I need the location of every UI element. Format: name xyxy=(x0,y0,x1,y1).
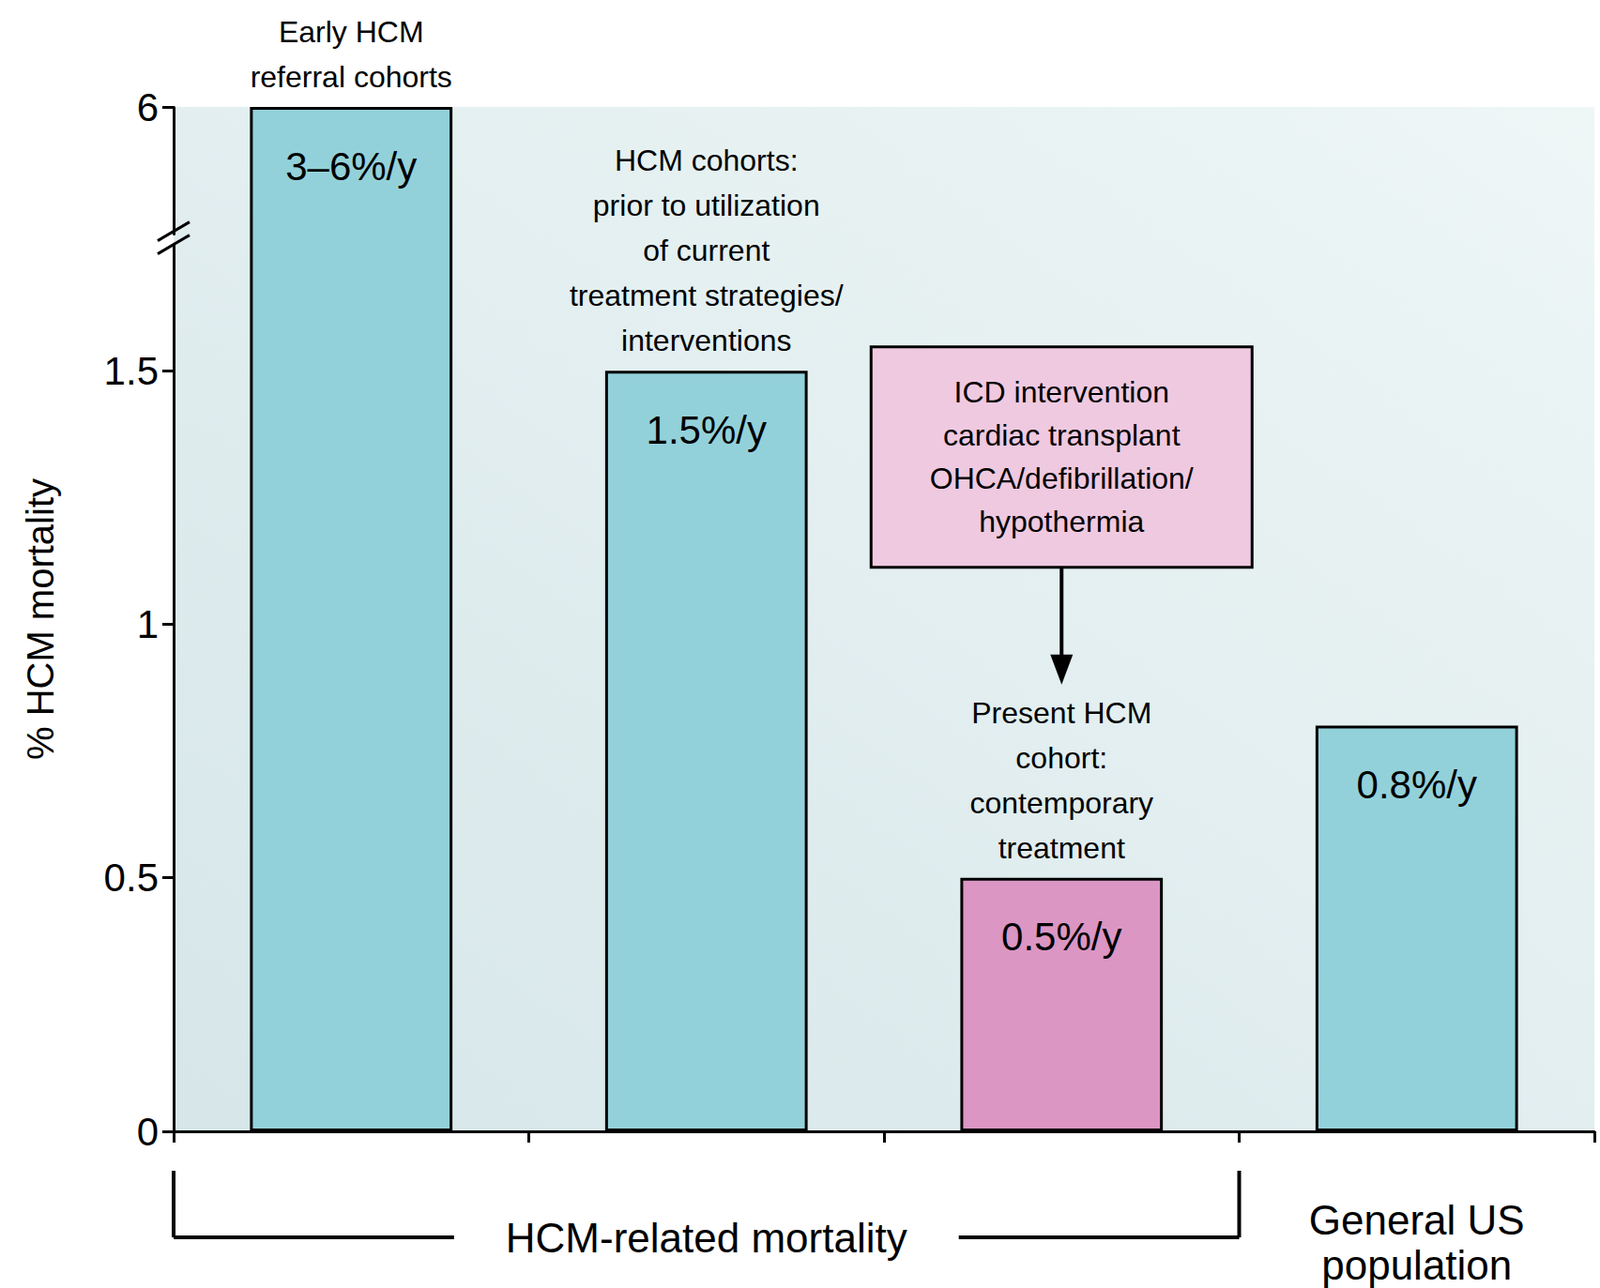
svg-text:population: population xyxy=(1321,1242,1512,1288)
svg-text:0.5%/y: 0.5%/y xyxy=(1001,914,1122,960)
svg-text:prior to utilization: prior to utilization xyxy=(593,188,821,223)
svg-text:OHCA/defibrillation/: OHCA/defibrillation/ xyxy=(929,461,1194,496)
svg-text:0.5: 0.5 xyxy=(104,855,159,900)
svg-text:% HCM mortality: % HCM mortality xyxy=(19,478,61,761)
svg-text:hypothermia: hypothermia xyxy=(978,504,1144,539)
svg-text:HCM cohorts:: HCM cohorts: xyxy=(614,143,799,178)
svg-text:ICD intervention: ICD intervention xyxy=(954,375,1170,410)
svg-text:General US: General US xyxy=(1309,1197,1525,1244)
svg-text:HCM-related mortality: HCM-related mortality xyxy=(505,1215,908,1262)
svg-text:of current: of current xyxy=(642,233,770,268)
svg-text:interventions: interventions xyxy=(621,323,792,358)
svg-text:treatment: treatment xyxy=(998,831,1126,866)
svg-text:contemporary: contemporary xyxy=(969,786,1154,821)
svg-text:Early HCM: Early HCM xyxy=(278,15,425,49)
svg-text:referral cohorts: referral cohorts xyxy=(250,60,453,94)
svg-text:1.5: 1.5 xyxy=(104,349,159,394)
svg-text:treatment strategies/: treatment strategies/ xyxy=(569,278,844,313)
svg-text:Present HCM: Present HCM xyxy=(971,696,1152,731)
svg-text:1: 1 xyxy=(137,602,159,647)
svg-text:6: 6 xyxy=(137,85,159,130)
svg-text:cohort:: cohort: xyxy=(1015,741,1108,776)
svg-text:cardiac transplant: cardiac transplant xyxy=(943,418,1181,453)
svg-text:1.5%/y: 1.5%/y xyxy=(646,408,767,453)
svg-text:0: 0 xyxy=(137,1110,159,1155)
svg-text:0.8%/y: 0.8%/y xyxy=(1356,762,1478,808)
svg-text:3–6%/y: 3–6%/y xyxy=(285,144,417,189)
